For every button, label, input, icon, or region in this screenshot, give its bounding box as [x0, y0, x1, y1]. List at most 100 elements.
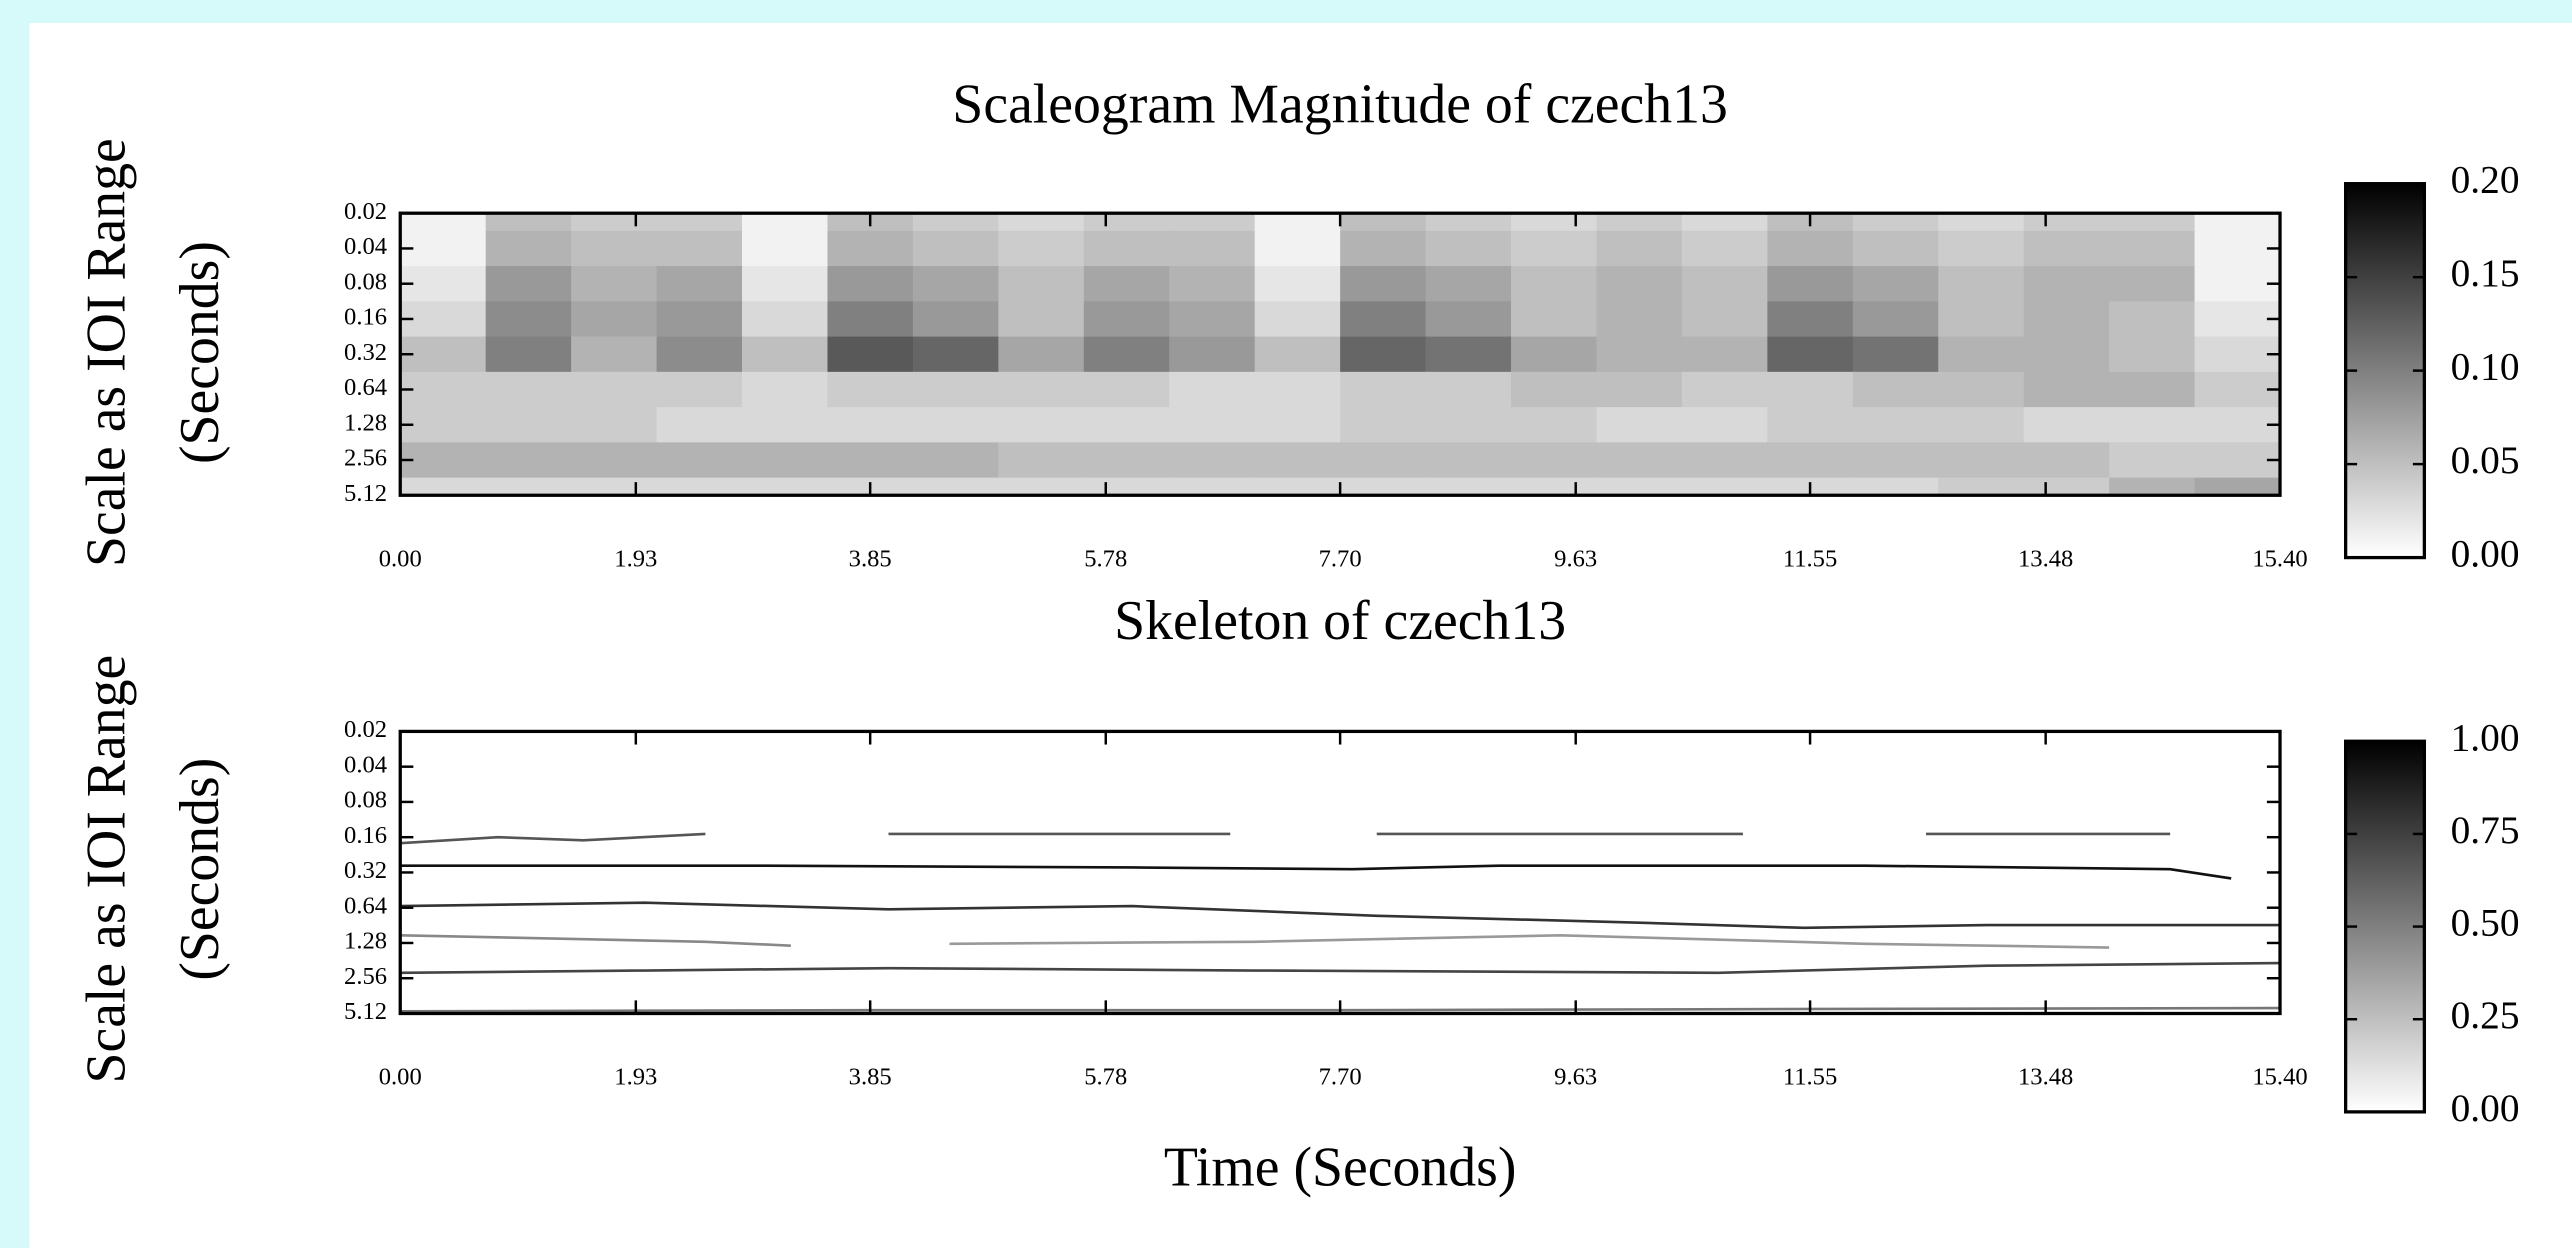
heat-cell — [400, 477, 487, 496]
y-tick-label: 0.08 — [344, 787, 387, 814]
heat-cell — [1852, 442, 1940, 479]
y-tick-label: 0.64 — [344, 892, 387, 919]
heat-cell — [1340, 442, 1427, 479]
heat-cell — [1169, 213, 1256, 232]
y-tick-label: 0.32 — [344, 339, 387, 366]
heat-cell — [1425, 371, 1512, 408]
heat-cell — [1340, 371, 1427, 408]
colorbar-tick-label: 0.75 — [2451, 808, 2520, 852]
heat-cell — [1083, 336, 1171, 373]
y-axis-label: (Seconds) — [169, 758, 231, 981]
heat-cell — [1169, 407, 1256, 444]
heat-cell — [827, 442, 914, 479]
heat-cell — [1511, 336, 1598, 373]
x-tick-label: 11.55 — [1783, 1064, 1837, 1091]
x-tick-label: 5.78 — [1084, 546, 1127, 573]
x-tick-label: 1.93 — [614, 1064, 657, 1091]
heat-cell — [1083, 407, 1171, 444]
heat-cell — [1938, 477, 2025, 496]
x-tick-label: 9.63 — [1554, 1064, 1597, 1091]
heat-cell — [1681, 230, 1769, 267]
y-tick-label: 0.32 — [344, 857, 387, 884]
colorbar — [2343, 739, 2427, 1114]
heat-cell — [1596, 371, 1683, 408]
heat-cell — [485, 477, 572, 496]
heat-cell — [1254, 336, 1341, 373]
heat-cell — [400, 407, 487, 444]
heat-cell — [656, 371, 743, 408]
heat-cell — [1340, 266, 1427, 303]
heat-cell — [1425, 301, 1512, 338]
heat-cell — [912, 230, 1000, 267]
heat-cell — [2194, 213, 2281, 232]
heat-cell — [1511, 301, 1598, 338]
colorbar-tick-label: 0.10 — [2451, 345, 2520, 389]
heat-cell — [400, 336, 487, 373]
heat-cell — [656, 442, 743, 479]
heat-cell — [2109, 442, 2196, 479]
heat-cell — [1169, 266, 1256, 303]
y-tick-label: 1.28 — [344, 928, 387, 955]
heat-cell — [1767, 442, 1854, 479]
ridges — [400, 832, 2281, 1013]
heat-cell — [1254, 213, 1341, 232]
heat-cell — [827, 371, 914, 408]
heat-cell — [485, 407, 572, 444]
heat-cell — [1511, 230, 1598, 267]
heat-cell — [1340, 336, 1427, 373]
heat-cell — [912, 442, 1000, 479]
y-tick-label: 0.16 — [344, 822, 387, 849]
heat-cell — [827, 336, 914, 373]
y-tick-label: 0.02 — [344, 198, 387, 225]
heat-cell — [656, 407, 743, 444]
heat-cell — [1340, 407, 1427, 444]
heat-cell — [998, 213, 1085, 232]
heat-cell — [1767, 407, 1854, 444]
heat-cell — [827, 407, 914, 444]
heat-cell — [1852, 407, 1940, 444]
heat-cell — [1681, 407, 1769, 444]
heat-cell — [1511, 407, 1598, 444]
heat-cell — [912, 336, 1000, 373]
heat-cell — [2109, 371, 2196, 408]
heat-cell — [1169, 371, 1256, 408]
heat-cell — [998, 371, 1085, 408]
heat-cell — [998, 301, 1085, 338]
heat-cell — [400, 371, 487, 408]
heat-cell — [2194, 407, 2281, 444]
heat-cell — [1083, 371, 1171, 408]
heat-cell — [912, 213, 1000, 232]
heat-cell — [1852, 477, 1940, 496]
colorbar-tick-label: 0.20 — [2451, 158, 2520, 202]
ridge-line — [949, 933, 2110, 949]
y-tick-label: 0.08 — [344, 268, 387, 295]
x-tick-label: 11.55 — [1783, 546, 1837, 573]
heat-cell — [571, 230, 658, 267]
heat-cell — [742, 477, 829, 496]
heat-cell — [742, 230, 829, 267]
heat-cell — [485, 442, 572, 479]
x-tick-label: 15.40 — [2252, 1064, 2307, 1091]
x-axis-label: Time (Seconds) — [1164, 1136, 1517, 1198]
colorbar — [2343, 182, 2427, 560]
heat-cell — [1254, 266, 1341, 303]
y-tick-label: 0.04 — [344, 233, 387, 260]
x-tick-label: 9.63 — [1554, 546, 1597, 573]
heat-cell — [742, 371, 829, 408]
heat-cell — [485, 213, 572, 232]
ridge-line — [400, 901, 2281, 930]
heat-cell — [1767, 301, 1854, 338]
y-tick-label: 5.12 — [344, 998, 387, 1025]
heat-cell — [1425, 407, 1512, 444]
heat-cell — [2194, 336, 2281, 373]
ridge-line — [400, 864, 2232, 880]
heat-cell — [571, 266, 658, 303]
heat-cell — [1596, 301, 1683, 338]
heat-cell — [1083, 266, 1171, 303]
heat-cell — [1767, 230, 1854, 267]
y-tick-label: 0.64 — [344, 374, 387, 401]
heat-cell — [2194, 442, 2281, 479]
heat-cell — [827, 301, 914, 338]
heat-cell — [1425, 477, 1512, 496]
